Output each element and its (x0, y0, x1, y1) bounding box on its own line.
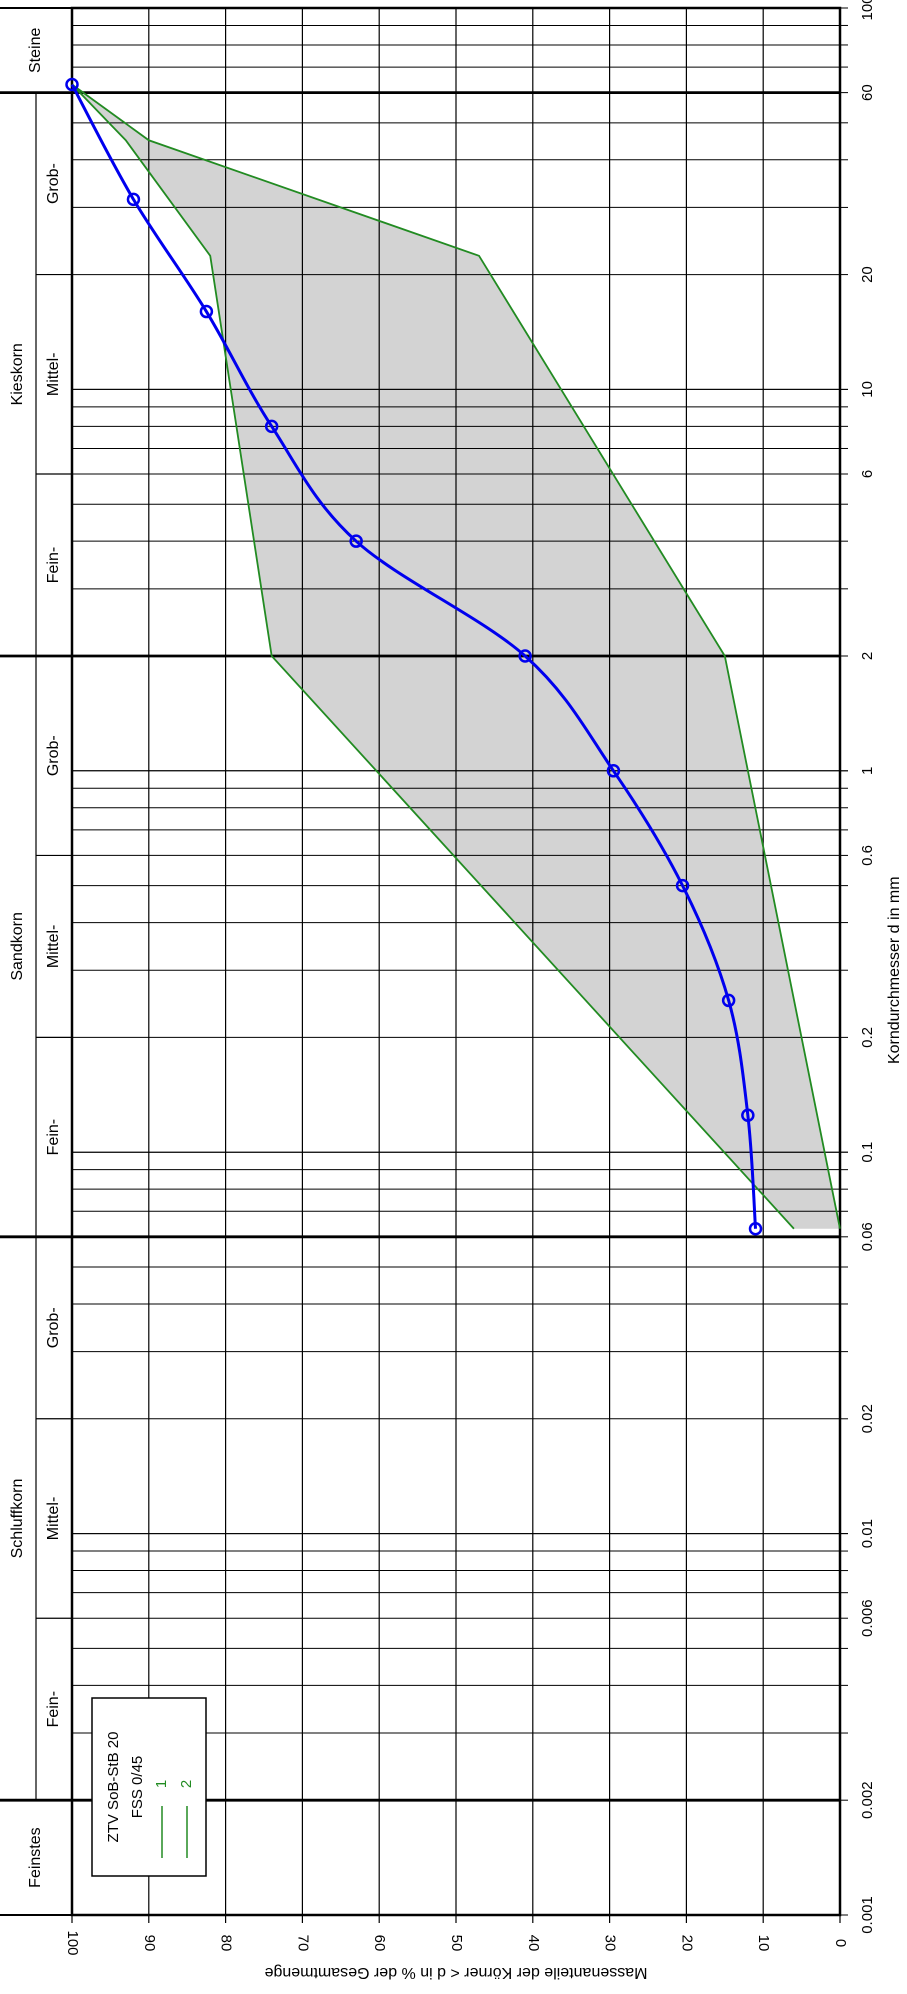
subclass-label: Mittel- (45, 353, 62, 397)
x-tick-label: 0.001 (859, 1896, 876, 1934)
soil-class-label: Steine (27, 28, 44, 73)
y-tick-label: 60 (371, 1935, 388, 1952)
subclass-label: Mittel- (45, 1497, 62, 1541)
y-tick-label: 50 (448, 1935, 465, 1952)
y-tick-label: 40 (525, 1935, 542, 1952)
x-tick-label: 0.6 (859, 845, 876, 866)
y-tick-label: 100 (64, 1930, 81, 1955)
y-tick-label: 90 (141, 1935, 158, 1952)
subclass-label: Mittel- (45, 925, 62, 969)
x-tick-label: 10 (859, 381, 876, 398)
subclass-label: Fein- (45, 547, 62, 583)
x-tick-label: 100 (859, 0, 876, 21)
subclass-label: Fein- (45, 1119, 62, 1155)
subclass-label: Grob- (45, 163, 62, 204)
x-tick-label: 60 (859, 84, 876, 101)
y-tick-label: 0 (832, 1939, 849, 1947)
y-tick-label: 20 (678, 1935, 695, 1952)
subclass-label: Grob- (45, 735, 62, 776)
subclass-label: Fein- (45, 1691, 62, 1727)
x-tick-label: 20 (859, 266, 876, 283)
x-tick-label: 1 (859, 767, 876, 775)
soil-class-label: Schluffkorn (9, 1479, 26, 1559)
legend-entry-label: 2 (178, 1780, 195, 1788)
soil-class-label: Kieskorn (9, 343, 26, 405)
y-tick-label: 10 (755, 1935, 772, 1952)
y-tick-label: 70 (294, 1935, 311, 1952)
legend-entry-label: 1 (153, 1780, 170, 1788)
subclass-label: Grob- (45, 1307, 62, 1348)
y-tick-label: 80 (218, 1935, 235, 1952)
legend-title: ZTV SoB-StB 20 (105, 1732, 122, 1843)
x-tick-label: 0.2 (859, 1027, 876, 1048)
x-axis-title: Korndurchmesser d in mm (886, 876, 903, 1064)
x-tick-label: 0.02 (859, 1404, 876, 1433)
x-tick-label: 2 (859, 652, 876, 660)
soil-class-label: Sandkorn (9, 912, 26, 981)
x-tick-label: 0.01 (859, 1519, 876, 1548)
soil-class-label: Feinstes (27, 1827, 44, 1887)
y-axis-title: Massenanteile der Körner < d in % der Ge… (264, 1964, 647, 1981)
x-tick-label: 6 (859, 470, 876, 478)
x-tick-label: 0.002 (859, 1781, 876, 1819)
x-tick-label: 0.006 (859, 1599, 876, 1637)
x-tick-label: 0.06 (859, 1222, 876, 1251)
y-tick-label: 30 (602, 1935, 619, 1952)
legend-title: FSS 0/45 (129, 1756, 146, 1819)
x-tick-label: 0.1 (859, 1142, 876, 1163)
